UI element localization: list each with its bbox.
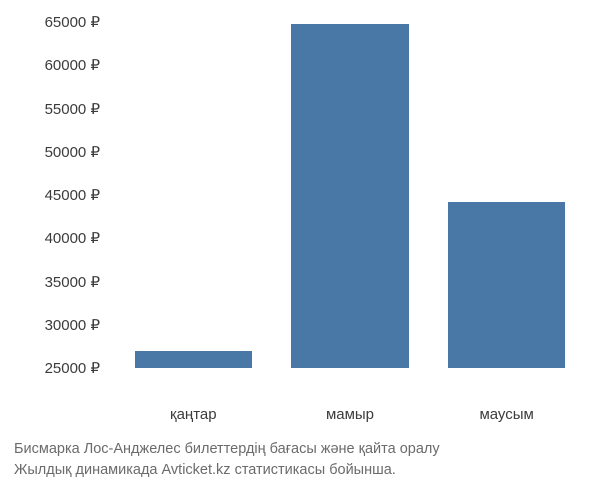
y-tick-label: 30000 ₽ <box>0 316 100 334</box>
caption: Бисмарка Лос-Анджелес билеттердің бағасы… <box>14 439 586 483</box>
bar <box>291 24 409 368</box>
plot-area <box>115 10 585 400</box>
y-tick-label: 65000 ₽ <box>0 13 100 31</box>
bar <box>448 202 566 368</box>
x-axis-labels: қаңтармамырмаусым <box>115 400 585 430</box>
y-tick-label: 45000 ₽ <box>0 186 100 204</box>
y-tick-label: 35000 ₽ <box>0 273 100 291</box>
chart-area: 25000 ₽ 30000 ₽ 35000 ₽ 40000 ₽ 45000 ₽ 50000… <box>0 10 600 400</box>
x-tick-label: маусым <box>428 406 585 423</box>
y-tick-label: 50000 ₽ <box>0 143 100 161</box>
y-tick-label: 40000 ₽ <box>0 229 100 247</box>
bars-group <box>115 10 585 400</box>
chart-container: 25000 ₽ 30000 ₽ 35000 ₽ 40000 ₽ 45000 ₽ 50000… <box>0 0 600 500</box>
y-axis-labels: 25000 ₽ 30000 ₽ 35000 ₽ 40000 ₽ 45000 ₽ 50000… <box>0 10 100 400</box>
caption-line-2: Жылдық динамикада Avticket.kz статистика… <box>14 460 586 482</box>
x-tick-label: қаңтар <box>115 406 272 423</box>
caption-line-1: Бисмарка Лос-Анджелес билеттердің бағасы… <box>14 439 586 461</box>
y-tick-label: 60000 ₽ <box>0 56 100 74</box>
bar <box>135 351 253 368</box>
x-tick-label: мамыр <box>272 406 429 423</box>
y-tick-label: 55000 ₽ <box>0 100 100 118</box>
y-tick-label: 25000 ₽ <box>0 359 100 377</box>
